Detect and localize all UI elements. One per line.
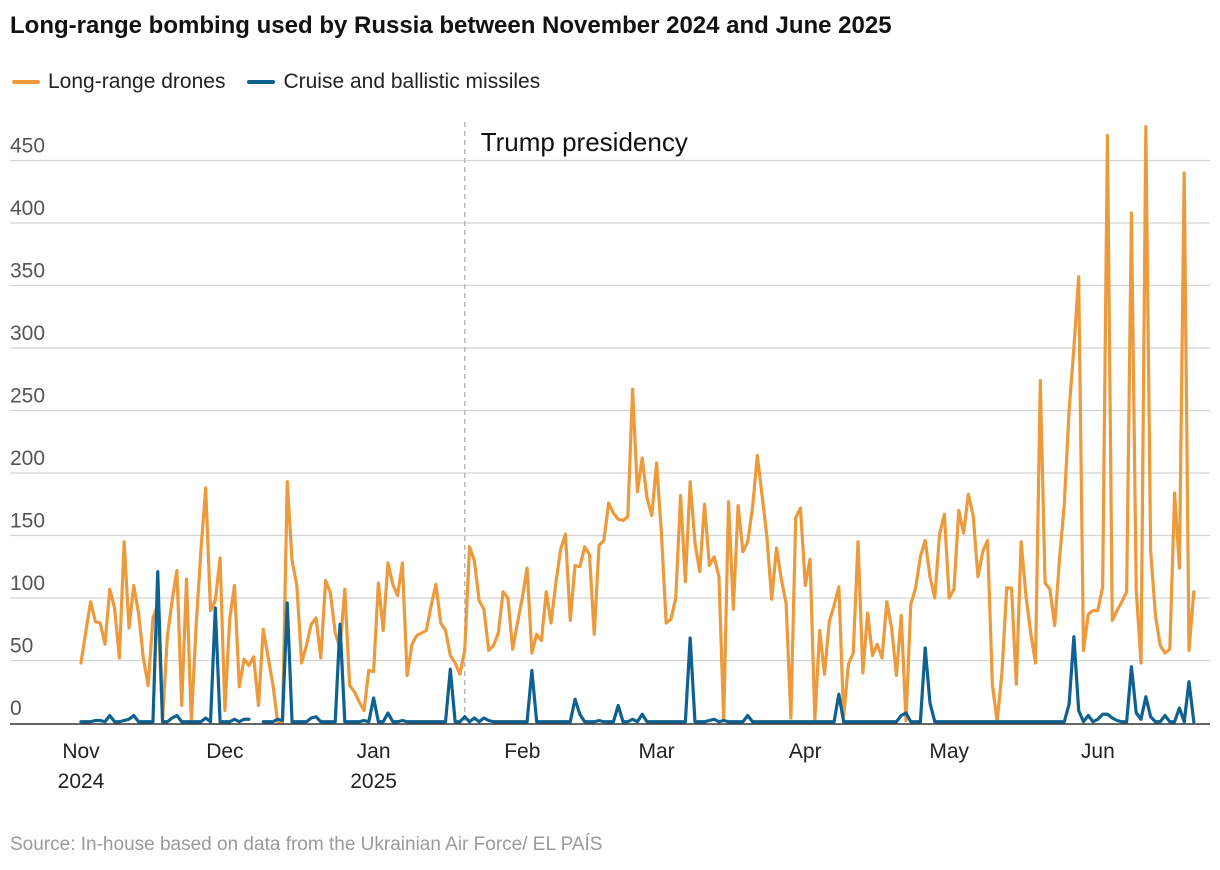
y-tick-label: 50 (10, 635, 33, 658)
x-tick-label: Jun (1081, 740, 1115, 763)
chart-title: Long-range bombing used by Russia betwee… (10, 12, 892, 39)
legend-swatch-missiles (247, 80, 276, 84)
series-line-missiles-part-1 (79, 570, 251, 724)
y-tick-label: 200 (10, 447, 45, 470)
legend-swatch-drones (12, 80, 40, 84)
series-line-drones (79, 125, 1196, 725)
x-tick-label: Mar (638, 740, 674, 763)
x-tick-year-label: 2024 (58, 770, 105, 793)
y-tick-label: 0 (10, 697, 22, 720)
x-tick-label: Nov (62, 740, 100, 763)
x-tick-label: Dec (206, 740, 243, 763)
x-tick-label: Feb (504, 740, 540, 763)
y-tick-label: 400 (10, 197, 45, 220)
y-tick-label: 300 (10, 322, 45, 345)
legend-label-missiles: Cruise and ballistic missiles (283, 70, 541, 93)
y-tick-label: 450 (10, 135, 45, 158)
y-tick-label: 150 (10, 510, 45, 533)
y-tick-label: 350 (10, 260, 45, 283)
x-tick-label: Apr (789, 740, 822, 763)
legend: Long-range drones Cruise and ballistic m… (12, 70, 540, 94)
legend-item-drones: Long-range drones (12, 70, 225, 94)
y-tick-label: 100 (10, 572, 45, 595)
x-tick-label: May (929, 740, 969, 763)
series-line-missiles-part-2 (261, 601, 1196, 724)
legend-item-missiles: Cruise and ballistic missiles (247, 70, 540, 94)
legend-label-drones: Long-range drones (48, 70, 226, 93)
annotation-label: Trump presidency (481, 127, 688, 157)
y-tick-label: 250 (10, 385, 45, 408)
x-tick-label: Jan (357, 740, 391, 763)
source-note: Source: In-house based on data from the … (10, 834, 603, 855)
x-tick-year-label: 2025 (350, 770, 397, 793)
